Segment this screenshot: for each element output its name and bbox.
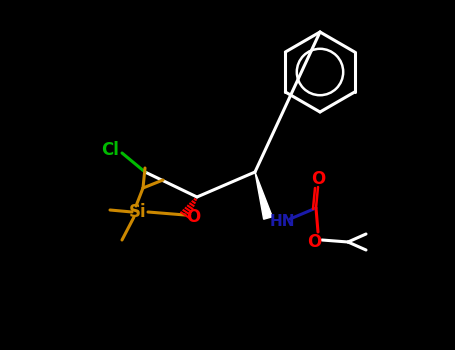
Text: Cl: Cl: [101, 141, 119, 159]
Text: O: O: [186, 208, 200, 226]
Text: HN: HN: [269, 214, 295, 229]
Polygon shape: [255, 172, 273, 219]
Text: O: O: [307, 233, 321, 251]
Text: O: O: [311, 170, 325, 188]
Text: Si: Si: [129, 203, 147, 221]
